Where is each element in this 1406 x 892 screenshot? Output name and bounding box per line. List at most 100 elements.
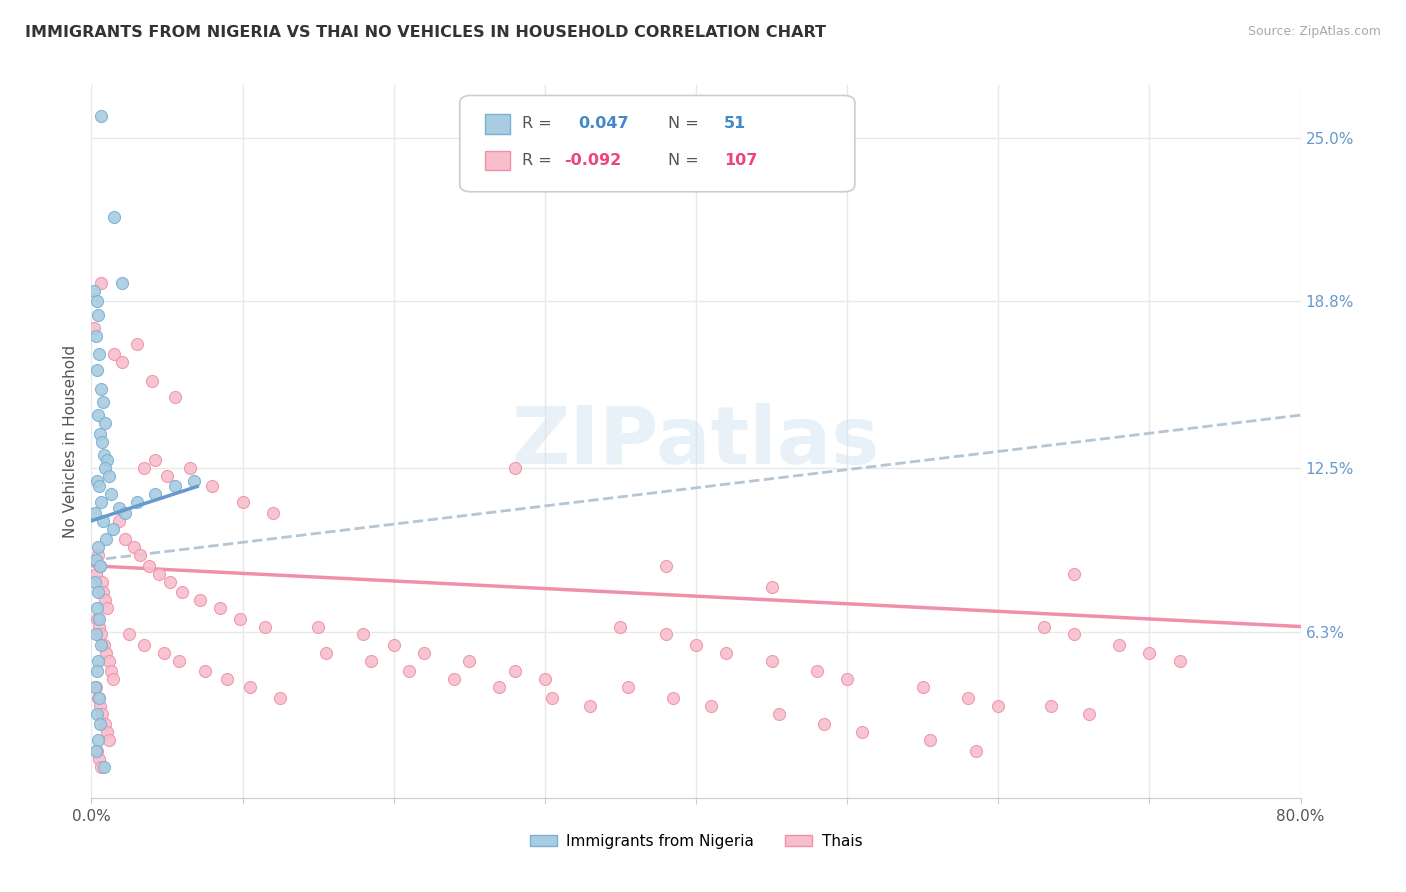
Point — [91, 585, 114, 599]
Point — [93, 759, 115, 773]
Point — [806, 665, 828, 679]
Point — [103, 210, 125, 224]
Legend: Immigrants from Nigeria, Thais: Immigrants from Nigeria, Thais — [523, 828, 869, 855]
Point — [655, 627, 678, 641]
Point — [86, 665, 108, 679]
Point — [96, 725, 118, 739]
Point — [609, 619, 631, 633]
Point — [1108, 638, 1130, 652]
Text: 51: 51 — [724, 117, 747, 131]
Point — [87, 690, 110, 705]
Point — [100, 487, 122, 501]
Point — [84, 681, 107, 695]
Point — [87, 541, 110, 555]
Text: R =: R = — [522, 117, 551, 131]
Point — [93, 638, 115, 652]
Point — [352, 627, 374, 641]
Point — [458, 654, 481, 668]
Point — [87, 548, 110, 562]
Point — [617, 681, 640, 695]
Point — [167, 654, 190, 668]
Point — [118, 627, 141, 641]
Point — [89, 612, 111, 626]
Point — [86, 363, 108, 377]
Point — [1139, 646, 1161, 660]
Point — [700, 698, 723, 713]
Point — [143, 453, 166, 467]
Point — [1032, 619, 1054, 633]
Point — [87, 408, 110, 422]
Point — [91, 706, 114, 721]
Point — [183, 474, 205, 488]
Point — [93, 717, 115, 731]
Text: 107: 107 — [724, 153, 758, 168]
Point — [768, 706, 790, 721]
Point — [1040, 698, 1063, 713]
Point — [98, 654, 121, 668]
Point — [84, 574, 107, 589]
Point — [97, 733, 120, 747]
Point — [269, 690, 291, 705]
Point — [84, 566, 107, 581]
Point — [156, 469, 179, 483]
Point — [965, 744, 987, 758]
Point — [254, 619, 277, 633]
Point — [534, 673, 557, 687]
Point — [86, 612, 108, 626]
Text: ZIPatlas: ZIPatlas — [512, 402, 880, 481]
Point — [134, 461, 156, 475]
Point — [655, 558, 678, 573]
Point — [148, 566, 170, 581]
Point — [94, 646, 117, 660]
Point — [382, 638, 405, 652]
Point — [94, 593, 117, 607]
Point — [89, 347, 111, 361]
Point — [86, 744, 108, 758]
Text: N =: N = — [668, 153, 699, 168]
Point — [83, 284, 105, 298]
Point — [239, 681, 262, 695]
Point — [84, 627, 107, 641]
Point — [107, 500, 129, 515]
Point — [134, 638, 156, 652]
Point — [89, 698, 111, 713]
Point — [987, 698, 1010, 713]
Point — [851, 725, 873, 739]
Point — [179, 461, 201, 475]
Point — [208, 601, 231, 615]
Point — [194, 665, 217, 679]
Point — [90, 495, 112, 509]
Point — [83, 506, 105, 520]
Text: 0.047: 0.047 — [578, 117, 628, 131]
Point — [103, 522, 125, 536]
Point — [201, 479, 224, 493]
Point — [159, 574, 181, 589]
Point — [98, 469, 121, 483]
Point — [89, 717, 111, 731]
Point — [262, 506, 284, 520]
Point — [91, 514, 114, 528]
Point — [90, 110, 112, 124]
Point — [111, 276, 132, 290]
Point — [89, 619, 111, 633]
Point — [87, 308, 110, 322]
Point — [94, 533, 117, 547]
Point — [163, 479, 186, 493]
Point — [761, 654, 783, 668]
Point — [89, 558, 111, 573]
Point — [228, 612, 250, 626]
Point — [128, 548, 150, 562]
Text: -0.092: -0.092 — [564, 153, 621, 168]
Point — [86, 601, 108, 615]
Point — [86, 294, 108, 309]
Point — [163, 390, 186, 404]
Point — [911, 681, 934, 695]
Point — [114, 533, 136, 547]
Point — [488, 681, 510, 695]
Text: R =: R = — [522, 153, 551, 168]
Point — [443, 673, 465, 687]
Point — [114, 506, 136, 520]
Point — [685, 638, 707, 652]
Point — [1063, 566, 1085, 581]
Point — [125, 495, 148, 509]
